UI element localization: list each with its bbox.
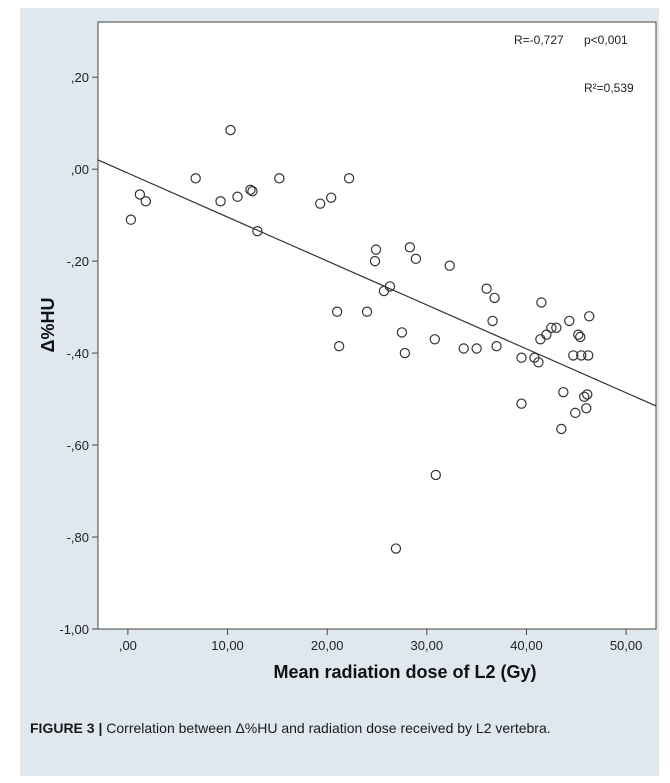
data-point xyxy=(570,407,581,419)
data-point xyxy=(481,283,492,294)
data-point xyxy=(541,329,552,340)
data-point xyxy=(369,255,381,267)
data-point xyxy=(190,173,201,184)
caption-label: FIGURE 3 | xyxy=(30,720,103,736)
data-point xyxy=(399,347,411,359)
y-axis: ,20 ,00 -,20 -,40 -,60 -,80 -1,00 xyxy=(59,70,98,637)
data-point xyxy=(564,315,575,327)
x-tick-label: 20,00 xyxy=(311,638,344,653)
y-tick-label: ,00 xyxy=(71,162,89,177)
data-point xyxy=(361,306,373,317)
x-axis-label: Mean radiation dose of L2 (Gy) xyxy=(273,662,536,682)
data-point xyxy=(325,192,337,203)
data-point xyxy=(582,389,593,400)
x-tick-label: 40,00 xyxy=(510,638,543,653)
data-point xyxy=(584,311,595,322)
data-point xyxy=(516,352,527,363)
data-point xyxy=(573,329,584,340)
data-point xyxy=(487,315,498,327)
data-point xyxy=(471,343,482,354)
x-tick-label: ,00 xyxy=(119,638,137,653)
data-point xyxy=(458,343,469,354)
data-point xyxy=(343,173,355,184)
x-tick-label: 30,00 xyxy=(411,638,444,653)
data-point xyxy=(247,186,258,197)
caption-text: Correlation between Δ%HU and radiation d… xyxy=(102,720,551,736)
data-point xyxy=(576,350,587,361)
p-annotation: p<0,001 xyxy=(584,33,628,47)
y-tick-label: ,20 xyxy=(71,70,89,85)
plot-area xyxy=(97,21,657,630)
regression-line xyxy=(97,159,657,407)
data-point xyxy=(125,214,137,225)
data-point xyxy=(315,198,326,209)
data-point xyxy=(274,173,285,184)
data-point xyxy=(581,403,592,414)
r2-annotation: R²=0,539 xyxy=(584,81,634,95)
data-point xyxy=(225,124,236,136)
x-tick-label: 50,00 xyxy=(610,638,643,653)
data-point xyxy=(575,331,586,343)
data-point xyxy=(491,340,502,352)
data-point xyxy=(533,357,544,368)
data-point xyxy=(134,189,146,200)
data-point xyxy=(370,244,382,255)
data-point xyxy=(551,322,562,333)
data-point xyxy=(429,334,440,345)
data-point xyxy=(140,196,152,207)
data-point xyxy=(489,292,500,304)
x-axis: ,00 10,00 20,00 30,00 40,00 50,00 xyxy=(119,629,643,653)
y-tick-label: -,60 xyxy=(67,438,89,453)
data-point xyxy=(396,327,408,338)
data-point xyxy=(558,386,569,398)
data-point xyxy=(333,340,345,352)
data-point xyxy=(331,306,343,317)
data-point xyxy=(404,242,416,253)
data-points xyxy=(125,124,595,554)
data-point xyxy=(384,281,396,292)
y-tick-label: -1,00 xyxy=(59,622,89,637)
data-point xyxy=(410,253,422,265)
data-point xyxy=(556,423,567,435)
data-point xyxy=(579,391,590,402)
y-tick-label: -,40 xyxy=(67,346,89,361)
figure-caption: FIGURE 3 | Correlation between Δ%HU and … xyxy=(30,718,640,738)
data-point xyxy=(536,297,547,308)
y-axis-label: Δ%HU xyxy=(38,298,58,353)
data-point xyxy=(444,260,455,271)
data-point xyxy=(430,469,441,481)
y-tick-label: -,20 xyxy=(67,254,89,269)
y-tick-label: -,80 xyxy=(67,530,89,545)
data-point xyxy=(390,543,402,554)
data-point xyxy=(215,196,226,207)
data-point xyxy=(546,322,557,333)
data-point xyxy=(245,184,256,196)
data-point xyxy=(516,398,527,409)
data-point xyxy=(568,350,579,361)
x-tick-label: 10,00 xyxy=(211,638,244,653)
data-point xyxy=(252,226,263,237)
r-annotation: R=-0,727 xyxy=(514,33,564,47)
data-point xyxy=(583,350,594,361)
data-point xyxy=(232,191,243,202)
